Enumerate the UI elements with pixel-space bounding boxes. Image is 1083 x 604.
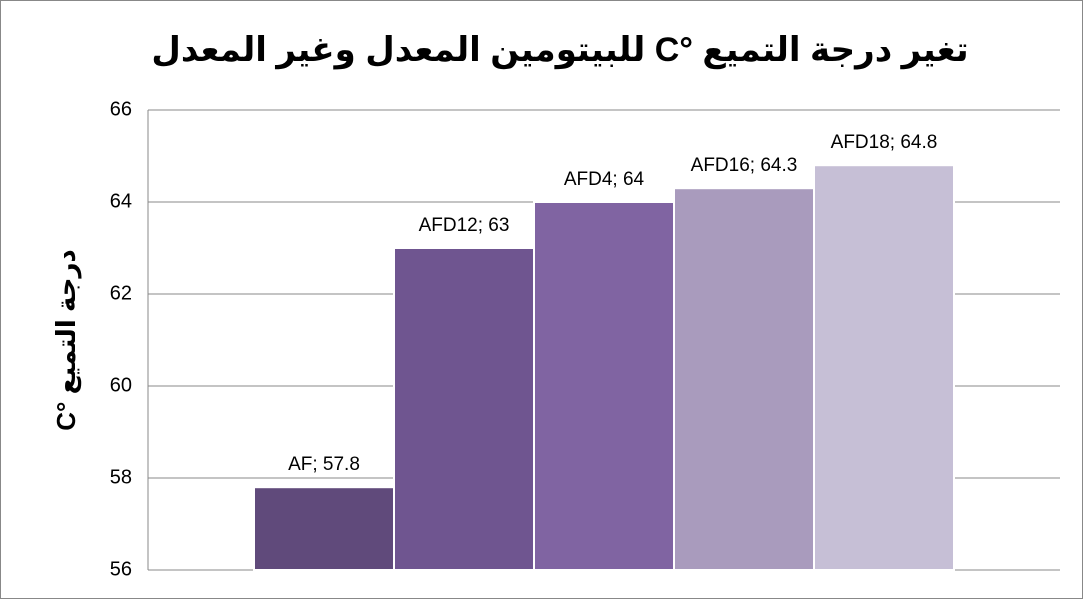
y-tick-label: 60 (110, 374, 132, 396)
y-tick-label: 62 (110, 282, 132, 304)
bar (533, 201, 675, 571)
data-label: AFD12; 63 (419, 215, 510, 236)
chart-title: تغير درجة التميع °C للبيتومين المعدل وغي… (151, 31, 968, 70)
y-tick-label: 56 (110, 558, 132, 580)
y-tick-label: 58 (110, 466, 132, 488)
bar (673, 187, 815, 571)
data-label: AFD18; 64.8 (831, 132, 938, 153)
bar (253, 486, 395, 572)
data-label: AFD4; 64 (564, 169, 645, 190)
bar (813, 164, 955, 571)
data-label: AF; 57.8 (288, 454, 360, 475)
data-label: AFD16; 64.3 (691, 155, 798, 176)
y-tick-label: 66 (110, 98, 132, 120)
bar (393, 247, 535, 571)
y-tick-label: 64 (110, 190, 132, 212)
y-axis-title: درجة التميع °C (51, 249, 82, 431)
